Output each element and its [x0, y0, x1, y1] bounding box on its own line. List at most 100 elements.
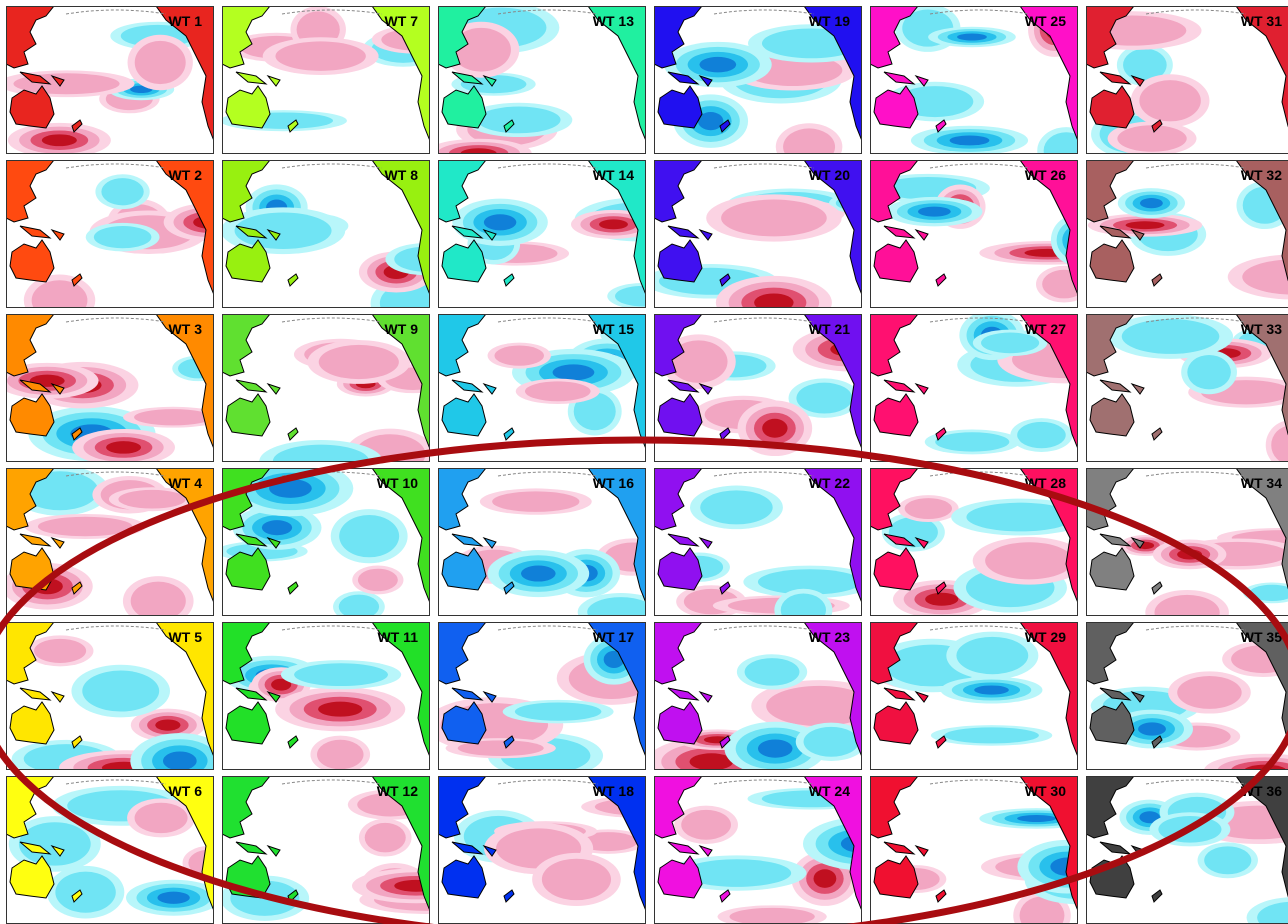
- anomaly-contour: [681, 810, 731, 840]
- anomaly-contour: [492, 491, 579, 512]
- panel-label: WT 32: [1241, 167, 1282, 183]
- panel-label: WT 7: [385, 13, 419, 29]
- panel-label: WT 5: [169, 629, 203, 645]
- panel-label: WT 11: [378, 629, 419, 645]
- anomaly-contour: [956, 637, 1028, 674]
- panel-label: WT 15: [593, 321, 634, 337]
- anomaly-contour: [34, 639, 86, 663]
- anomaly-contour: [814, 869, 837, 888]
- panel-label: WT 1: [169, 13, 203, 29]
- map-panel: WT 3: [0, 314, 224, 466]
- anomaly-contour: [484, 214, 516, 230]
- anomaly-contour: [94, 226, 152, 248]
- panel-label: WT 29: [1025, 629, 1066, 645]
- anomaly-contour: [1017, 815, 1056, 822]
- anomaly-contour: [1187, 355, 1231, 389]
- panel-label: WT 33: [1241, 321, 1282, 337]
- anomaly-contour: [106, 441, 141, 454]
- map-panel: WT 1: [0, 6, 214, 158]
- panel-label: WT 23: [809, 629, 850, 645]
- anomaly-contour: [1204, 846, 1251, 874]
- map-panel: WT 29: [869, 622, 1078, 770]
- anomaly-contour: [745, 658, 800, 686]
- anomaly-contour: [118, 490, 185, 509]
- map-panel: WT 32: [1086, 160, 1288, 308]
- anomaly-contour: [294, 663, 388, 686]
- anomaly-contour: [781, 593, 826, 626]
- panel-label: WT 2: [169, 167, 203, 183]
- anomaly-contour: [275, 41, 365, 70]
- anomaly-contour: [319, 345, 399, 379]
- anomaly-contour: [721, 200, 827, 237]
- anomaly-contour: [542, 859, 611, 900]
- anomaly-contour: [155, 719, 180, 730]
- map-panel: WT 25: [870, 3, 1095, 174]
- map-panel: WT 19: [654, 6, 875, 170]
- anomaly-contour: [262, 520, 292, 535]
- anomaly-contour: [521, 566, 556, 582]
- anomaly-contour: [318, 702, 362, 717]
- panel-label: WT 17: [593, 629, 634, 645]
- anomaly-contour: [925, 593, 958, 606]
- panel-label: WT 31: [1241, 13, 1282, 29]
- panel-label: WT 27: [1025, 321, 1066, 337]
- anomaly-contour: [804, 727, 859, 757]
- anomaly-contour: [796, 383, 852, 414]
- anomaly-contour: [700, 57, 737, 72]
- anomaly-contour: [339, 515, 399, 557]
- anomaly-contour: [1126, 221, 1165, 229]
- panel-label: WT 24: [809, 783, 850, 799]
- anomaly-contour: [1140, 198, 1163, 208]
- anomaly-contour: [762, 419, 787, 438]
- map-panel: WT 36: [1086, 776, 1288, 924]
- anomaly-contour: [163, 751, 197, 770]
- panel-label: WT 34: [1241, 475, 1282, 491]
- map-panel: WT 11: [222, 622, 430, 773]
- map-panel: WT 31: [1063, 6, 1288, 158]
- map-panel: WT 4: [2, 466, 214, 626]
- panel-label: WT 10: [377, 475, 418, 491]
- panel-label: WT 8: [385, 167, 419, 183]
- panel-label: WT 18: [593, 783, 634, 799]
- panel-label: WT 9: [385, 321, 419, 337]
- anomaly-contour: [553, 364, 595, 380]
- anomaly-contour: [957, 34, 987, 41]
- anomaly-contour: [515, 702, 602, 720]
- anomaly-contour: [985, 542, 1073, 579]
- map-panel: WT 5: [6, 622, 229, 789]
- anomaly-contour: [135, 41, 186, 84]
- anomaly-contour: [82, 671, 159, 712]
- map-panel: WT 16: [438, 468, 669, 631]
- map-panel: WT 2: [6, 160, 253, 326]
- anomaly-contour: [1122, 319, 1220, 354]
- anomaly-contour: [394, 880, 438, 892]
- anomaly-contour: [974, 685, 1009, 694]
- map-panel: WT 10: [216, 460, 430, 622]
- anomaly-contour: [131, 582, 186, 621]
- anomaly-contour: [700, 490, 772, 524]
- panel-label: WT 3: [169, 321, 203, 337]
- anomaly-contour: [365, 823, 406, 853]
- anomaly-contour: [101, 178, 143, 205]
- map-panel: WT 13: [426, 2, 646, 168]
- anomaly-contour: [525, 381, 591, 401]
- map-panel: WT 33: [1086, 314, 1288, 470]
- anomaly-contour: [918, 207, 951, 217]
- anomaly-contour: [754, 293, 793, 311]
- panel-label: WT 30: [1025, 783, 1066, 799]
- panel-label: WT 12: [377, 783, 418, 799]
- anomaly-contour: [1138, 722, 1166, 735]
- anomaly-contour: [1042, 270, 1086, 299]
- anomaly-contour: [135, 803, 188, 833]
- anomaly-contour: [495, 345, 544, 365]
- map-panel: WT 20: [644, 160, 890, 329]
- panel-label: WT 6: [169, 783, 203, 799]
- panel-label: WT 35: [1241, 629, 1282, 645]
- anomaly-contour: [1177, 676, 1241, 709]
- map-panel: WT 35: [1086, 622, 1288, 787]
- panel-label: WT 25: [1025, 13, 1066, 29]
- map-panel: WT 23: [647, 622, 887, 787]
- anomaly-contour: [1117, 125, 1186, 152]
- map-panel: WT 26: [866, 160, 1116, 308]
- panel-label: WT 4: [169, 475, 203, 491]
